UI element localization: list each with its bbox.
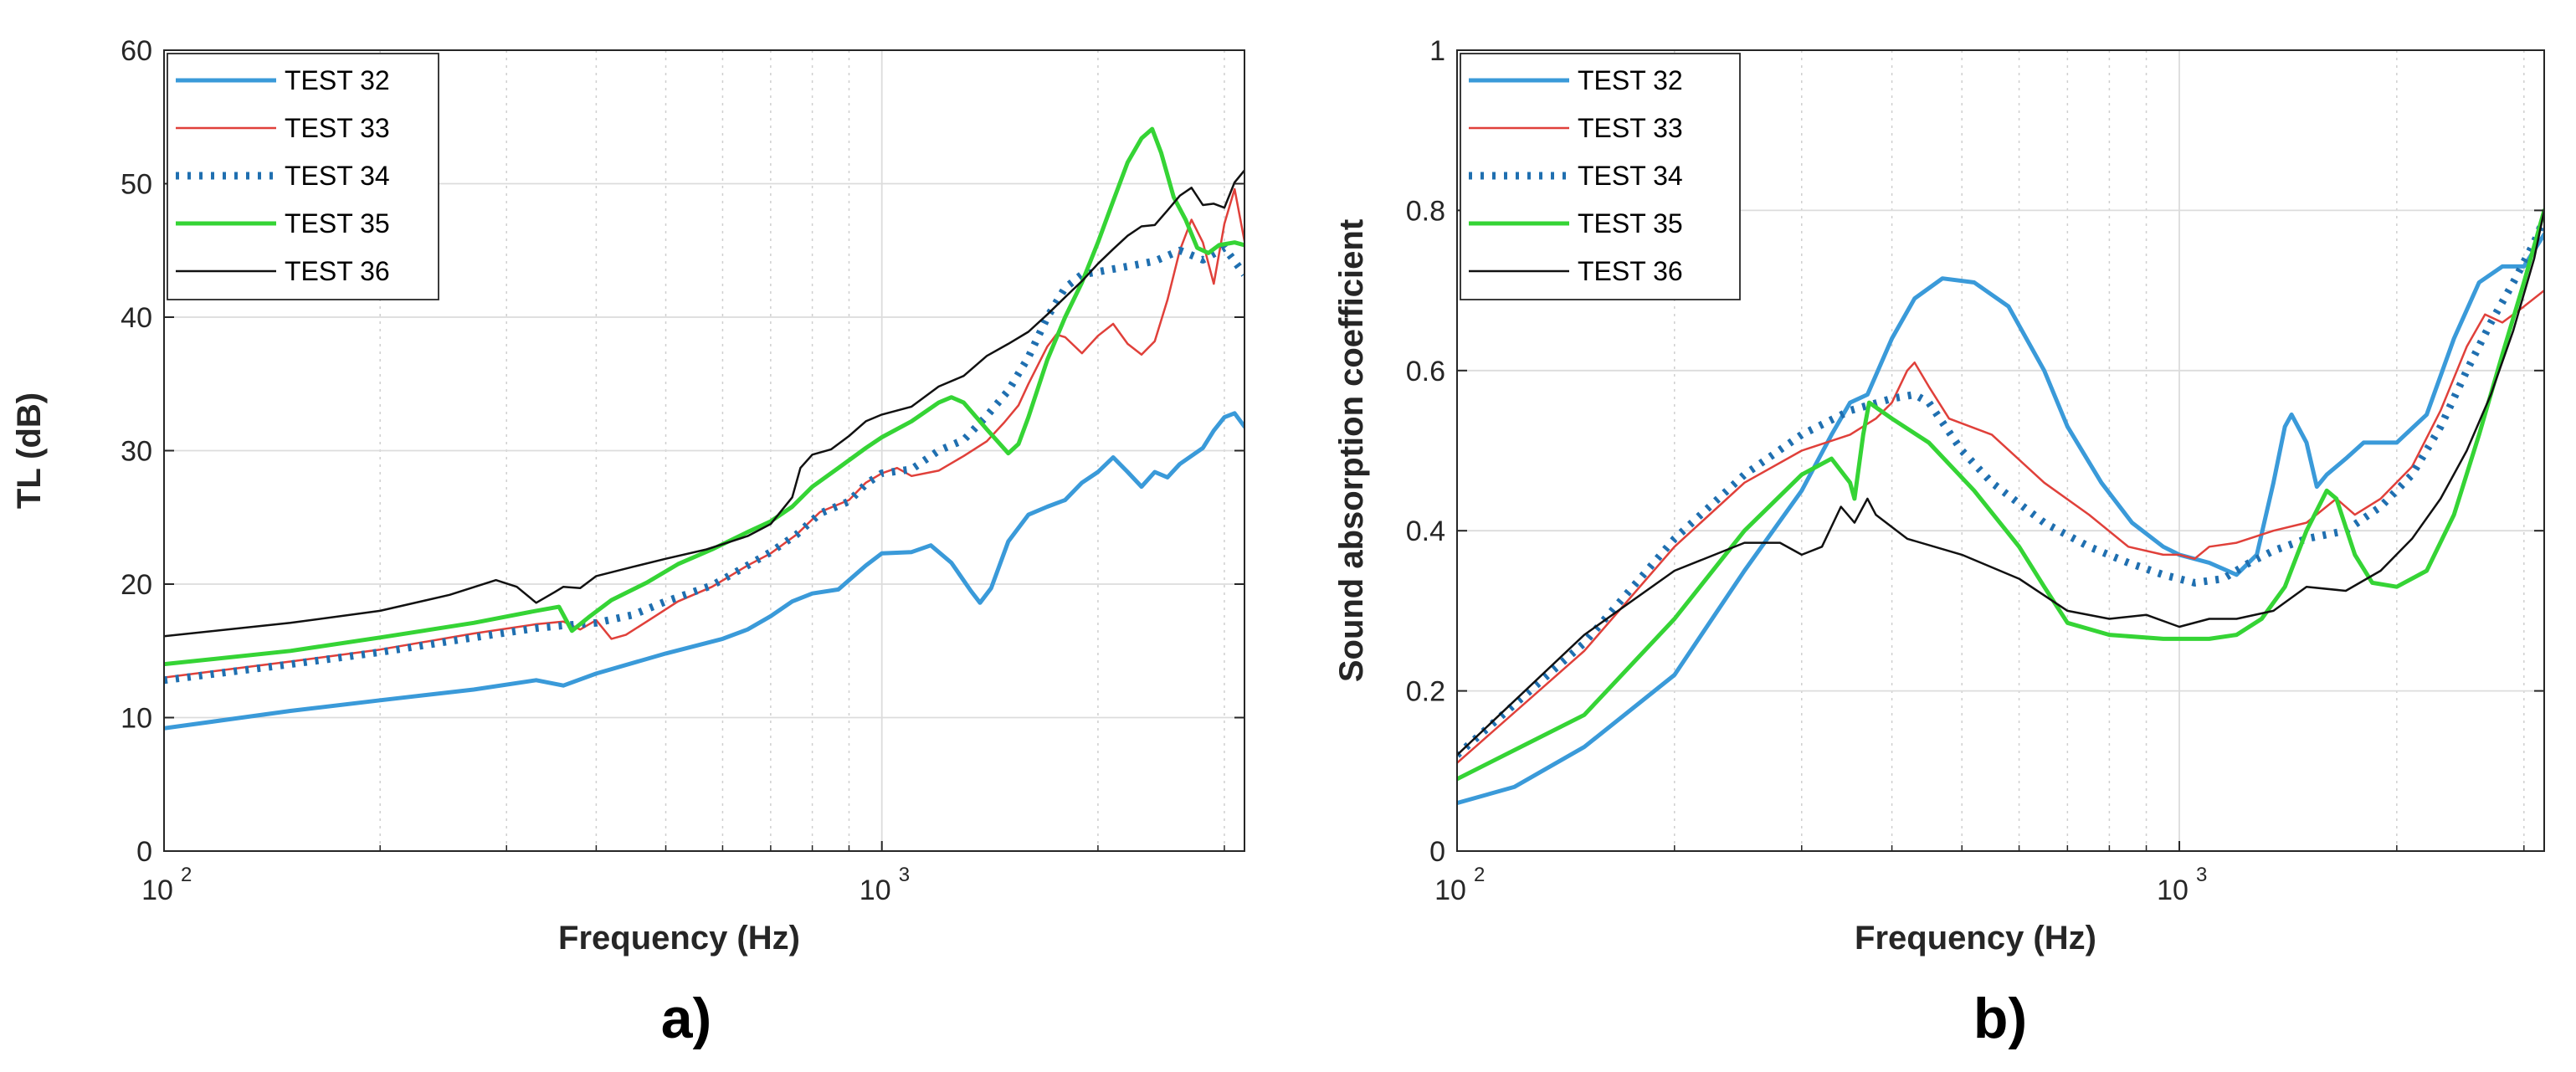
y-tick-label: 10 <box>121 703 152 735</box>
x-axis-title: Frequency (Hz) <box>1855 920 2096 957</box>
legend-label: TEST 33 <box>285 113 390 143</box>
legend-label: TEST 36 <box>285 256 390 286</box>
y-tick-label: 0.2 <box>1406 676 1445 708</box>
axes-box <box>1456 49 2545 852</box>
x-tick-exponent: 3 <box>2196 864 2207 886</box>
series-line-test-36 <box>1457 209 2544 757</box>
series-line-test-35 <box>164 126 1244 667</box>
series-line-test-34 <box>164 244 1244 685</box>
y-tick-label: 0.6 <box>1406 356 1445 387</box>
y-tick-label: 20 <box>121 569 152 601</box>
series-line-test-32 <box>1457 232 2544 806</box>
x-tick-label: 10 <box>141 875 173 906</box>
y-tick-label: 0.8 <box>1406 195 1445 227</box>
y-tick-label: 30 <box>121 436 152 468</box>
series-group <box>1457 208 2544 806</box>
legend-label: TEST 33 <box>1578 113 1683 143</box>
x-axis-title: Frequency (Hz) <box>558 920 800 957</box>
y-axis-title: TL (dB) <box>11 392 48 509</box>
x-tick-exponent: 2 <box>181 864 192 886</box>
legend-label: TEST 34 <box>1578 161 1683 191</box>
x-tick-exponent: 3 <box>899 864 910 886</box>
legend-label: TEST 32 <box>1578 65 1683 95</box>
y-tick-label: 0 <box>136 836 152 868</box>
panel-a: 0 10 20 30 40 50 60 10 2 10 3 Frequency (Hz) TL (dB)… <box>11 35 1245 1050</box>
legend: TEST 32 TEST 33 TEST 34 TEST 35 TEST 36 <box>1460 53 1741 300</box>
x-tick-label: 10 <box>860 875 891 906</box>
series-line-test-32 <box>164 411 1244 731</box>
panel-b: 0 0.2 0.4 0.6 0.8 1 10 2 10 3 Frequency (Hz) Sound … <box>1333 35 2545 1050</box>
y-tick-label: 40 <box>121 302 152 334</box>
y-tick-label: 0.4 <box>1406 515 1445 547</box>
legend-label: TEST 35 <box>285 208 390 239</box>
series-line-test-33 <box>1457 289 2544 764</box>
legend-label: TEST 32 <box>285 65 390 95</box>
y-tick-label: 60 <box>121 35 152 67</box>
y-tick-label: 50 <box>121 169 152 201</box>
series-line-test-36 <box>164 169 1244 638</box>
series-line-test-35 <box>1457 208 2544 782</box>
panel-label: b) <box>1973 987 2027 1050</box>
y-axis-title: Sound absorption coefficient <box>1333 219 1370 682</box>
y-tick-label: 1 <box>1429 35 1445 67</box>
series-group <box>164 126 1244 731</box>
y-tick-label: 0 <box>1429 836 1445 868</box>
panel-label: a) <box>661 987 711 1050</box>
legend-label: TEST 34 <box>285 161 390 191</box>
legend: TEST 32 TEST 33 TEST 34 TEST 35 TEST 36 <box>167 53 439 300</box>
legend-label: TEST 36 <box>1578 256 1683 286</box>
legend-label: TEST 35 <box>1578 208 1683 239</box>
x-tick-label: 10 <box>1434 875 1466 906</box>
series-line-test-33 <box>164 187 1244 679</box>
x-tick-label: 10 <box>2157 875 2189 906</box>
x-tick-exponent: 2 <box>1474 864 1485 886</box>
